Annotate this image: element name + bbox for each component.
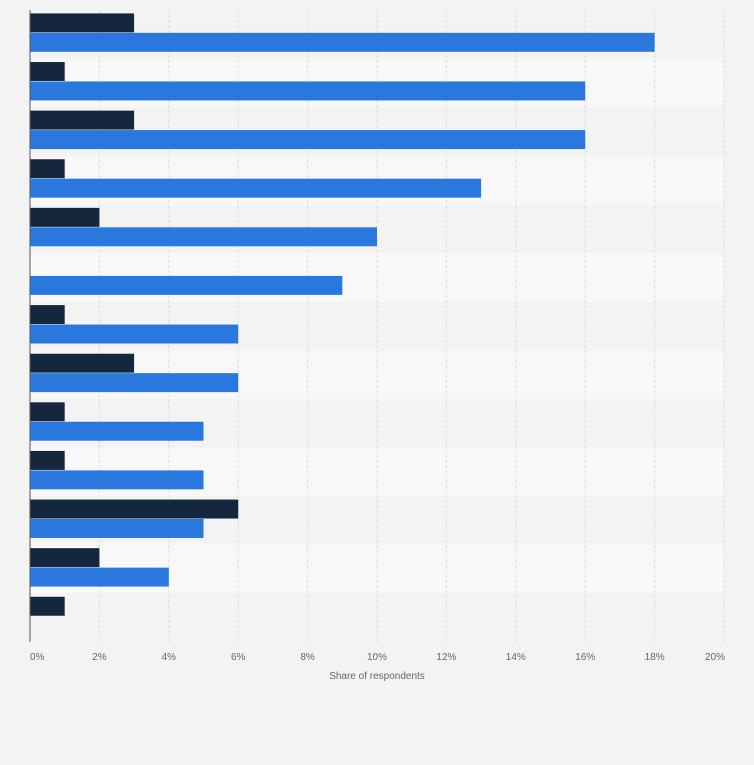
x-tick-label: 0%: [30, 652, 45, 663]
bar-blue: [30, 324, 239, 344]
x-tick-label: 2%: [92, 652, 107, 663]
x-tick-label: 20%: [705, 652, 725, 663]
x-tick-label: 14%: [506, 652, 526, 663]
x-tick-label: 10%: [367, 652, 387, 663]
x-tick-label: 18%: [645, 652, 665, 663]
bar-dark: [30, 207, 100, 227]
bar-dark: [30, 402, 65, 422]
bar-blue: [30, 81, 586, 101]
x-axis-ticks: 0% 2% 4% 6% 8% 10% 12% 14% 16% 18% 20%: [30, 652, 725, 663]
bar-blue: [30, 227, 377, 247]
bar-dark: [30, 110, 135, 130]
x-tick-label: 4%: [162, 652, 177, 663]
bar-dark: [30, 159, 65, 179]
bar-dark: [30, 450, 65, 470]
bar-dark: [30, 499, 239, 519]
bar-dark: [30, 13, 135, 33]
bar-blue: [30, 373, 239, 393]
x-tick-label: 8%: [300, 652, 315, 663]
bar-blue: [30, 421, 204, 441]
bar-blue: [30, 470, 204, 490]
bar-dark: [30, 62, 65, 81]
bar-dark: [30, 305, 65, 325]
bar-blue: [30, 130, 586, 150]
bar-blue: [30, 178, 482, 198]
bar-dark: [30, 353, 135, 373]
bar-blue: [30, 567, 169, 587]
x-tick-label: 12%: [436, 652, 456, 663]
x-tick-label: 16%: [575, 652, 595, 663]
x-axis-label: Share of respondents: [329, 671, 425, 682]
bar-dark: [30, 548, 100, 568]
bar-blue: [30, 519, 204, 538]
bar-dark: [30, 596, 65, 616]
bars: [30, 13, 655, 616]
x-tick-label: 6%: [231, 652, 246, 663]
bar-blue: [30, 32, 655, 52]
bar-blue: [30, 275, 343, 295]
